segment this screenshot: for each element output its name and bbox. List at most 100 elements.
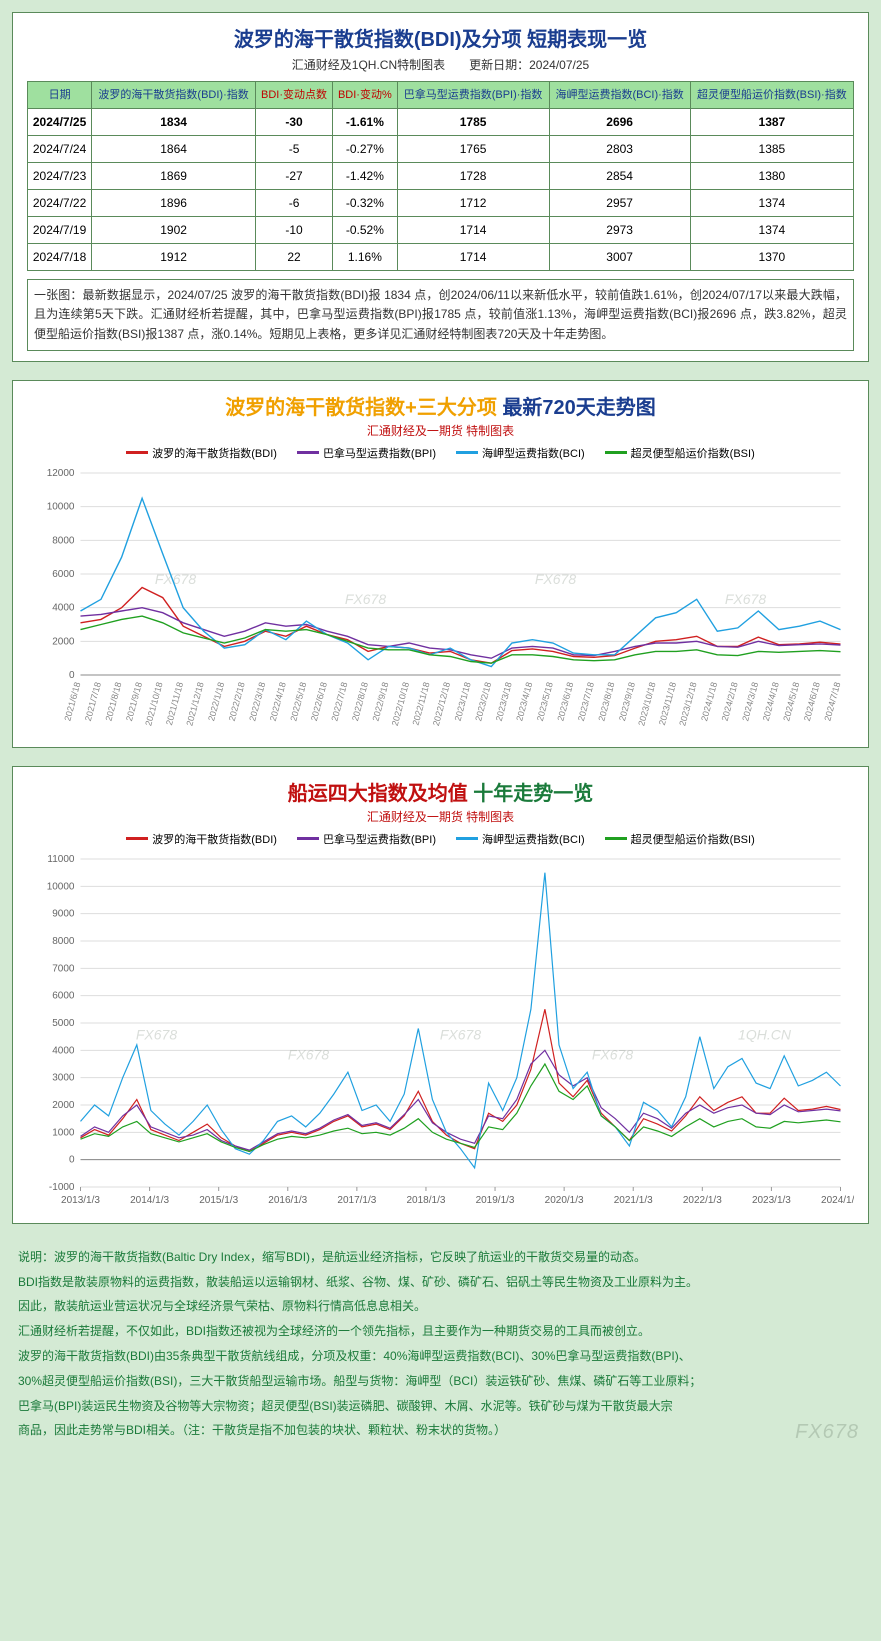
table-cell: 2854 — [549, 163, 690, 190]
bdi-table: 日期波罗的海干散货指数(BDI)·指数BDI·变动点数BDI·变动%巴拿马型运费… — [27, 81, 854, 271]
svg-text:FX678: FX678 — [155, 571, 196, 587]
svg-text:2023/3/18: 2023/3/18 — [494, 681, 514, 722]
svg-text:1QH.CN: 1QH.CN — [738, 1026, 792, 1042]
table-cell: 1712 — [397, 190, 549, 217]
title-part: 最新720天走势图 — [502, 397, 655, 419]
svg-text:2024/7/18: 2024/7/18 — [822, 681, 842, 722]
table-cell: -0.32% — [333, 190, 398, 217]
table-cell: 2803 — [549, 136, 690, 163]
table-cell: 2024/7/24 — [28, 136, 92, 163]
svg-text:2021/10/18: 2021/10/18 — [143, 681, 164, 727]
table-row: 2024/7/181912221.16%171430071370 — [28, 244, 854, 271]
table-cell: 1.16% — [333, 244, 398, 271]
svg-text:11000: 11000 — [47, 854, 75, 865]
chart-720-panel: 波罗的海干散货指数+三大分项 最新720天走势图 汇通财经及一期货 特制图表 波… — [12, 380, 869, 748]
table-header: 巴拿马型运费指数(BPI)·指数 — [397, 82, 549, 109]
svg-text:2023/2/18: 2023/2/18 — [473, 681, 493, 722]
table-title: 波罗的海干散货指数(BDI)及分项 短期表现一览 — [27, 23, 854, 52]
svg-text:10000: 10000 — [47, 881, 75, 892]
series-BPI — [81, 608, 841, 659]
table-cell: 1765 — [397, 136, 549, 163]
table-row: 2024/7/191902-10-0.52%171429731374 — [28, 217, 854, 244]
title-part: 船运四大指数及均值 — [288, 783, 474, 805]
legend-swatch — [456, 451, 478, 454]
svg-text:2023/10/18: 2023/10/18 — [636, 681, 657, 727]
table-cell: -0.27% — [333, 136, 398, 163]
svg-text:3000: 3000 — [52, 1073, 75, 1084]
footer-line: 汇通财经析若提醒，不仅如此，BDI指数还被视为全球经济的一个领先指标，且主要作为… — [18, 1320, 863, 1343]
table-cell: 1714 — [397, 217, 549, 244]
chart-10y-panel: 船运四大指数及均值 十年走势一览 汇通财经及一期货 特制图表 波罗的海干散货指数… — [12, 766, 869, 1224]
svg-text:2017/1/3: 2017/1/3 — [337, 1195, 376, 1206]
svg-text:0: 0 — [69, 1155, 75, 1166]
svg-text:2022/10/18: 2022/10/18 — [390, 681, 411, 727]
svg-text:2020/1/3: 2020/1/3 — [545, 1195, 584, 1206]
svg-text:2022/1/3: 2022/1/3 — [683, 1195, 722, 1206]
table-cell: -1.61% — [333, 109, 398, 136]
svg-text:2000: 2000 — [52, 1100, 75, 1111]
table-header: BDI·变动% — [333, 82, 398, 109]
legend-swatch — [126, 451, 148, 454]
chart-10y-legend: 波罗的海干散货指数(BDI)巴拿马型运费指数(BPI)海岬型运费指数(BCI)超… — [27, 831, 854, 847]
footer-line: 商品，因此走势常与BDI相关。（注：干散货是指不加包装的块状、颗粒状、粉末状的货… — [18, 1419, 863, 1442]
svg-text:2022/4/18: 2022/4/18 — [268, 681, 288, 722]
svg-text:FX678: FX678 — [535, 571, 576, 587]
svg-text:2024/1/18: 2024/1/18 — [699, 681, 719, 722]
svg-text:FX678: FX678 — [136, 1026, 177, 1042]
svg-text:6000: 6000 — [52, 569, 75, 580]
table-header: BDI·变动点数 — [255, 82, 332, 109]
svg-text:4000: 4000 — [52, 1045, 75, 1056]
footer-line: 因此，散装航运业营运状况与全球经济景气荣枯、原物料行情高低息息相关。 — [18, 1295, 863, 1318]
legend-label: 海岬型运费指数(BCI) — [482, 831, 585, 847]
svg-text:8000: 8000 — [52, 936, 75, 947]
table-summary: 一张图：最新数据显示，2024/07/25 波罗的海干散货指数(BDI)报 18… — [27, 279, 854, 351]
legend-swatch — [297, 837, 319, 840]
table-cell: 1380 — [690, 163, 853, 190]
table-row: 2024/7/221896-6-0.32%171229571374 — [28, 190, 854, 217]
svg-text:4000: 4000 — [52, 603, 75, 614]
legend-label: 巴拿马型运费指数(BPI) — [323, 831, 436, 847]
legend-swatch — [126, 837, 148, 840]
svg-text:2000: 2000 — [52, 636, 75, 647]
svg-text:-1000: -1000 — [49, 1182, 75, 1193]
table-header: 海岬型运费指数(BCI)·指数 — [549, 82, 690, 109]
table-cell: 22 — [255, 244, 332, 271]
svg-text:FX678: FX678 — [725, 591, 766, 607]
chart-720-legend: 波罗的海干散货指数(BDI)巴拿马型运费指数(BPI)海岬型运费指数(BCI)超… — [27, 445, 854, 461]
svg-text:2022/8/18: 2022/8/18 — [350, 681, 370, 722]
table-cell: 2024/7/19 — [28, 217, 92, 244]
svg-text:2023/7/18: 2023/7/18 — [576, 681, 596, 722]
table-cell: 1834 — [92, 109, 256, 136]
table-cell: 2973 — [549, 217, 690, 244]
svg-text:0: 0 — [69, 670, 75, 681]
footer-line: 巴拿马(BPI)装运民生物资及谷物等大宗物资；超灵便型(BSI)装运磷肥、碳酸钾… — [18, 1395, 863, 1418]
svg-text:2023/8/18: 2023/8/18 — [596, 681, 616, 722]
table-header: 波罗的海干散货指数(BDI)·指数 — [92, 82, 256, 109]
svg-text:FX678: FX678 — [592, 1046, 633, 1062]
table-cell: -5 — [255, 136, 332, 163]
title-part: 波罗的海干散货指数+三大分项 — [225, 397, 502, 419]
table-header: 超灵便型船运价指数(BSI)·指数 — [690, 82, 853, 109]
table-cell: 1902 — [92, 217, 256, 244]
table-cell: -27 — [255, 163, 332, 190]
series-BPI — [81, 1050, 841, 1150]
svg-text:5000: 5000 — [52, 1018, 75, 1029]
table-subtitle: 汇通财经及1QH.CN特制图表 更新日期：2024/07/25 — [27, 56, 854, 73]
svg-text:8000: 8000 — [52, 535, 75, 546]
svg-text:FX678: FX678 — [440, 1026, 481, 1042]
legend-item: 波罗的海干散货指数(BDI) — [126, 445, 277, 461]
table-cell: 1714 — [397, 244, 549, 271]
table-cell: -1.42% — [333, 163, 398, 190]
legend-item: 巴拿马型运费指数(BPI) — [297, 831, 436, 847]
table-cell: 1374 — [690, 217, 853, 244]
svg-text:FX678: FX678 — [288, 1046, 329, 1062]
table-cell: -6 — [255, 190, 332, 217]
svg-text:2022/7/18: 2022/7/18 — [329, 681, 349, 722]
svg-text:2024/1/3: 2024/1/3 — [821, 1195, 854, 1206]
svg-text:2022/12/18: 2022/12/18 — [431, 681, 452, 727]
svg-text:2022/11/18: 2022/11/18 — [410, 681, 431, 726]
table-cell: 1387 — [690, 109, 853, 136]
series-BCI — [81, 873, 841, 1168]
legend-item: 超灵便型船运价指数(BSI) — [605, 445, 755, 461]
table-panel: 波罗的海干散货指数(BDI)及分项 短期表现一览 汇通财经及1QH.CN特制图表… — [12, 12, 869, 362]
